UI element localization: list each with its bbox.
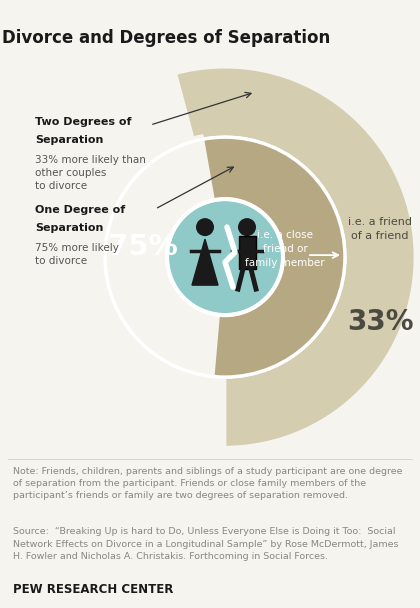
Circle shape xyxy=(105,137,345,377)
Circle shape xyxy=(238,218,256,236)
Circle shape xyxy=(196,218,214,236)
Wedge shape xyxy=(100,134,225,382)
Text: Divorce and Degrees of Separation: Divorce and Degrees of Separation xyxy=(2,29,330,47)
Text: 33% more likely than
other couples
to divorce: 33% more likely than other couples to di… xyxy=(35,155,146,191)
Text: Note: Friends, children, parents and siblings of a study participant are one deg: Note: Friends, children, parents and sib… xyxy=(13,467,402,500)
Polygon shape xyxy=(192,239,218,285)
Wedge shape xyxy=(176,67,415,447)
Wedge shape xyxy=(194,137,345,377)
Text: Separation: Separation xyxy=(35,223,103,233)
Text: i.e. a friend
of a friend: i.e. a friend of a friend xyxy=(348,217,412,241)
Text: Separation: Separation xyxy=(35,135,103,145)
Circle shape xyxy=(167,199,283,315)
Text: Two Degrees of: Two Degrees of xyxy=(35,117,131,127)
Text: One Degree of: One Degree of xyxy=(35,205,125,215)
Text: 33%: 33% xyxy=(347,308,413,336)
Text: 75% more likely
to divorce: 75% more likely to divorce xyxy=(35,243,119,266)
Text: Source:  “Breaking Up is hard to Do, Unless Everyone Else is Doing it Too:  Soci: Source: “Breaking Up is hard to Do, Unle… xyxy=(13,527,398,561)
FancyBboxPatch shape xyxy=(239,236,255,269)
Text: i.e. a close
friend or
family member: i.e. a close friend or family member xyxy=(245,230,325,268)
Wedge shape xyxy=(176,67,415,447)
Text: PEW RESEARCH CENTER: PEW RESEARCH CENTER xyxy=(13,583,173,596)
Text: 75%: 75% xyxy=(108,233,178,261)
